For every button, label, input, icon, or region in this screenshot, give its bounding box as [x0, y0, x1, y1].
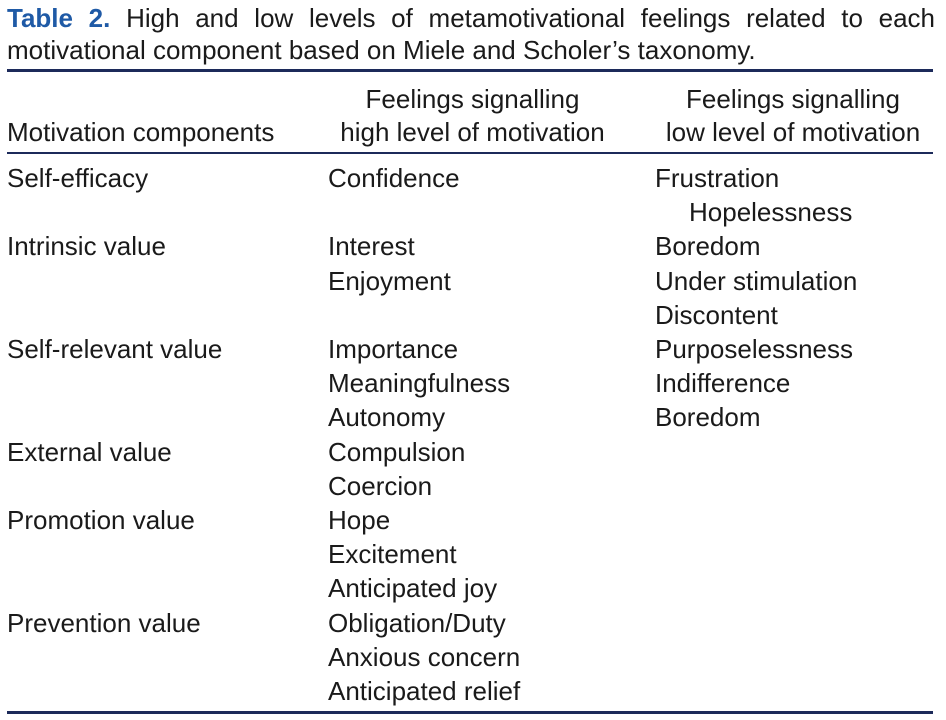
- low-feeling: Boredom: [655, 231, 761, 262]
- caption-text: High and low levels of metamotivational …: [7, 3, 936, 65]
- row-label: Intrinsic value: [7, 231, 166, 262]
- column-header: Feelings signalling: [686, 84, 900, 114]
- top-rule: [7, 69, 933, 72]
- low-feeling: Boredom: [655, 402, 761, 433]
- caption-label: Table 2.: [7, 3, 111, 33]
- low-feeling: Frustration: [655, 163, 780, 193]
- high-feeling: Anticipated relief: [328, 676, 521, 706]
- high-feeling: Autonomy: [328, 402, 446, 433]
- high-feeling: Compulsion: [328, 436, 466, 467]
- column-header: high level of motivation: [340, 117, 605, 147]
- high-feeling: Enjoyment: [328, 265, 451, 296]
- header-rule: [7, 152, 933, 154]
- low-feeling: Hopelessness: [689, 197, 853, 228]
- high-feeling: Obligation/Duty: [328, 607, 506, 638]
- high-feeling: Meaningfulness: [328, 368, 511, 399]
- row-label: Self-relevant value: [7, 334, 223, 364]
- low-feeling: Discontent: [655, 299, 778, 330]
- high-feeling: Importance: [328, 334, 459, 364]
- low-feeling: Indifference: [655, 368, 791, 399]
- column-header: Feelings signalling: [365, 84, 580, 114]
- high-feeling: Confidence: [328, 163, 460, 193]
- low-feeling: Purposelessness: [655, 334, 853, 364]
- high-feeling: Excitement: [328, 539, 457, 570]
- column-header: Motivation components: [7, 117, 275, 147]
- high-feeling: Coercion: [328, 470, 433, 501]
- high-feeling: Anticipated joy: [328, 573, 498, 604]
- high-feeling: Hope: [328, 505, 391, 535]
- row-label: Promotion value: [7, 505, 195, 535]
- low-feeling: Under stimulation: [655, 265, 858, 296]
- row-label: Self-efficacy: [7, 163, 149, 193]
- table-caption: Table 2. High and low levels of metamoti…: [7, 2, 935, 66]
- column-header: low level of motivation: [665, 117, 921, 147]
- bottom-rule: [7, 711, 933, 714]
- high-feeling: Interest: [328, 231, 415, 262]
- row-label: External value: [7, 436, 172, 467]
- row-label: Prevention value: [7, 607, 201, 638]
- high-feeling: Anxious concern: [328, 641, 521, 672]
